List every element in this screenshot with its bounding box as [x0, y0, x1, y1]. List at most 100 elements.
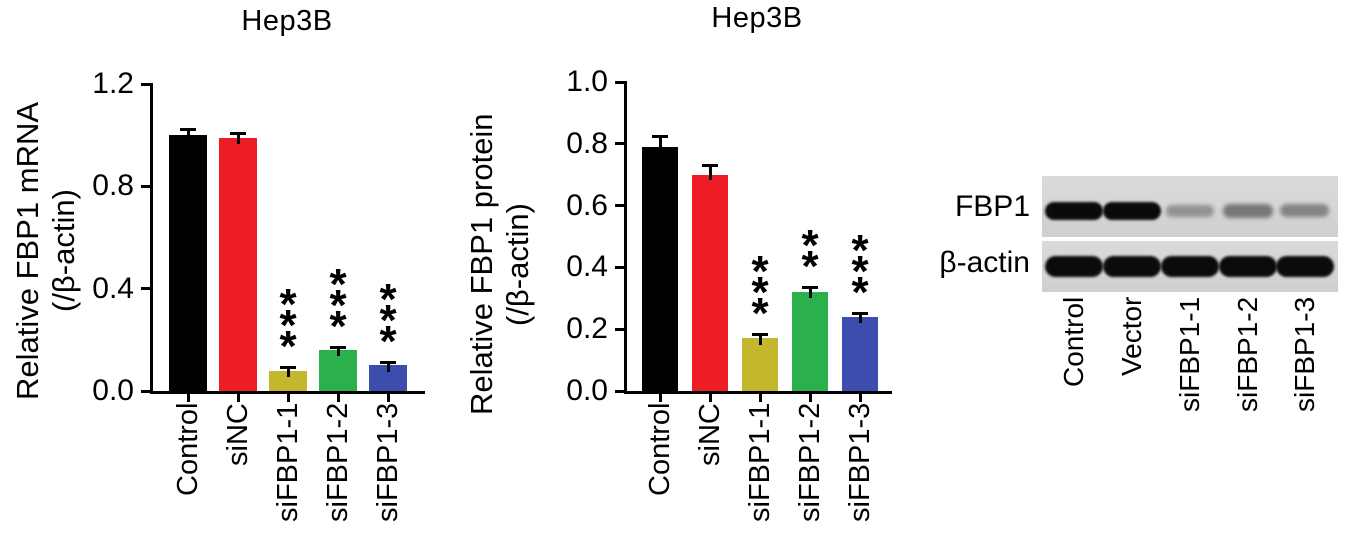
- y-tick-mark: [615, 390, 624, 393]
- error-bar-cap-Control: [652, 135, 668, 138]
- y-axis-label-line: Relative FBP1 mRNA: [10, 101, 45, 401]
- error-bar-whisker-Control: [659, 136, 662, 153]
- y-tick-label: 0.4: [566, 250, 608, 283]
- error-bar-whisker-siFBP1-1: [759, 334, 762, 345]
- blot-lane-label-siFBP1-2: siFBP1-2: [1232, 297, 1263, 413]
- y-tick-label: 0.4: [92, 272, 134, 305]
- error-bar-cap-siFBP1-1: [752, 333, 768, 336]
- band-β-actin-siFBP1-3: [1276, 256, 1334, 277]
- y-axis-line: [624, 81, 627, 394]
- bar-siFBP1-2: [319, 350, 357, 391]
- x-tick-mark: [759, 394, 762, 402]
- blot-row-label-beta-actin: β-actin: [939, 246, 1030, 279]
- significance-siFBP1-1: * * *: [279, 280, 297, 371]
- y-tick-mark: [615, 142, 624, 145]
- blot-lane-label-siFBP1-1: siFBP1-1: [1174, 297, 1205, 413]
- y-axis-line: [150, 83, 153, 394]
- y-axis-label: Relative FBP1 protein (/β-actin): [464, 72, 536, 457]
- y-tick-mark: [141, 390, 150, 393]
- bar-siFBP1-1: [742, 338, 778, 391]
- band-β-actin-siFBP1-1: [1161, 256, 1219, 277]
- y-tick-label: 1.0: [566, 65, 608, 98]
- y-tick-label: 0.8: [566, 127, 608, 160]
- x-axis-line: [150, 391, 425, 394]
- x-category-label-siFBP1-3: siFBP1-3: [844, 403, 876, 523]
- significance-siFBP1-3: * * *: [379, 275, 397, 366]
- x-category-label-siFBP1-2: siFBP1-2: [322, 403, 354, 523]
- y-tick-mark: [615, 81, 624, 84]
- bar-Control: [169, 135, 207, 391]
- x-tick-mark: [187, 394, 190, 402]
- significance-siFBP1-2: * *: [801, 221, 819, 291]
- band-β-actin-Control: [1045, 256, 1103, 277]
- band-FBP1-siFBP1-3: [1280, 204, 1329, 217]
- blot-lane-label-siFBP1-3: siFBP1-3: [1289, 297, 1320, 413]
- error-bar-whisker-Control: [187, 129, 190, 141]
- y-tick-mark: [615, 204, 624, 207]
- x-category-label-Control: Control: [644, 403, 676, 497]
- x-category-label-siFBP1-1: siFBP1-1: [744, 403, 776, 523]
- bar-siFBP1-2: [792, 292, 828, 391]
- bar-siNC: [692, 175, 728, 391]
- band-FBP1-Vector: [1103, 202, 1161, 220]
- y-tick-mark: [141, 185, 150, 188]
- band-FBP1-Control: [1045, 202, 1103, 220]
- bar-Control: [642, 147, 678, 391]
- x-tick-mark: [387, 394, 390, 402]
- bar-siFBP1-3: [842, 317, 878, 391]
- x-category-label-siFBP1-2: siFBP1-2: [794, 403, 826, 523]
- error-bar-cap-siFBP1-3: [380, 361, 396, 364]
- y-tick-label: 0.0: [92, 374, 134, 407]
- y-tick-mark: [615, 266, 624, 269]
- x-axis-line: [624, 391, 892, 394]
- band-β-actin-Vector: [1103, 256, 1161, 277]
- error-bar-cap-siFBP1-2: [330, 346, 346, 349]
- error-bar-whisker-siNC: [709, 165, 712, 180]
- band-FBP1-siFBP1-2: [1223, 204, 1273, 218]
- x-tick-mark: [659, 394, 662, 402]
- bar-siNC: [219, 138, 257, 391]
- x-category-label-siNC: siNC: [222, 403, 254, 466]
- y-tick-label: 0.0: [566, 374, 608, 407]
- error-bar-cap-siFBP1-3: [852, 312, 868, 315]
- x-tick-mark: [287, 394, 290, 402]
- blot-lane-label-Vector: Vector: [1116, 297, 1147, 377]
- y-tick-label: 1.2: [92, 67, 134, 100]
- blot-lane-label-Control: Control: [1058, 297, 1089, 388]
- error-bar-whisker-siFBP1-2: [337, 347, 340, 356]
- band-FBP1-siFBP1-1: [1166, 205, 1214, 217]
- y-tick-mark: [141, 83, 150, 86]
- protein-chart-title: Hep3B: [711, 2, 803, 34]
- error-bar-cap-siNC: [230, 132, 246, 135]
- y-tick-label: 0.8: [92, 169, 134, 202]
- x-tick-mark: [709, 394, 712, 402]
- error-bar-whisker-siNC: [237, 133, 240, 144]
- error-bar-whisker-siFBP1-3: [387, 362, 390, 372]
- error-bar-cap-siFBP1-2: [802, 286, 818, 289]
- x-tick-mark: [337, 394, 340, 402]
- significance-siFBP1-1: * * *: [751, 247, 769, 338]
- error-bar-whisker-siFBP1-3: [859, 313, 862, 323]
- significance-siFBP1-2: * * *: [329, 260, 347, 351]
- x-category-label-siNC: siNC: [694, 403, 726, 466]
- bar-siFBP1-1: [269, 371, 307, 391]
- error-bar-cap-siFBP1-1: [280, 366, 296, 369]
- x-category-label-siFBP1-3: siFBP1-3: [372, 403, 404, 523]
- y-tick-label: 0.6: [566, 189, 608, 222]
- x-tick-mark: [809, 394, 812, 402]
- x-category-label-Control: Control: [172, 403, 204, 497]
- x-category-label-siFBP1-1: siFBP1-1: [272, 403, 304, 523]
- y-tick-mark: [141, 287, 150, 290]
- error-bar-cap-Control: [180, 128, 196, 131]
- band-β-actin-siFBP1-2: [1219, 256, 1277, 277]
- mrna-chart-title: Hep3B: [241, 5, 333, 37]
- y-axis-label-line: Relative FBP1 protein: [464, 113, 499, 416]
- y-tick-label: 0.2: [566, 312, 608, 345]
- error-bar-whisker-siFBP1-2: [809, 287, 812, 298]
- y-tick-mark: [615, 328, 624, 331]
- error-bar-whisker-siFBP1-1: [287, 367, 290, 377]
- x-tick-mark: [859, 394, 862, 402]
- error-bar-cap-siNC: [702, 164, 718, 167]
- x-tick-mark: [237, 394, 240, 402]
